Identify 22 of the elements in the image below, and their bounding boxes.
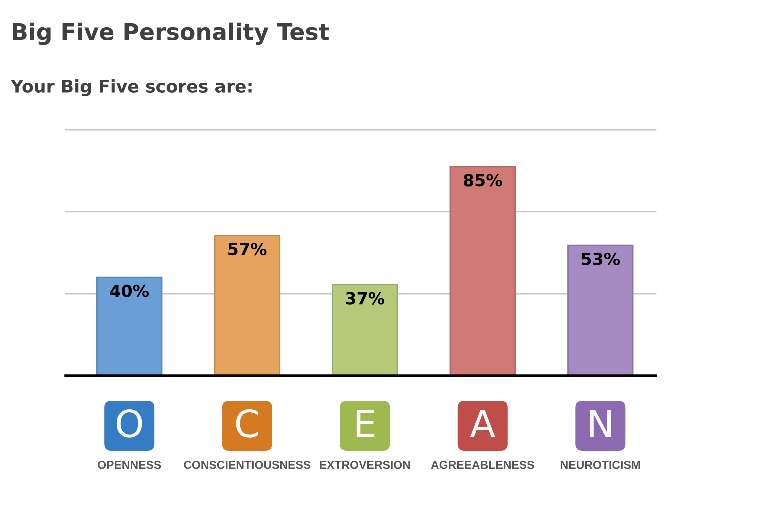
chart-title: Big Five Personality Test — [13, 22, 330, 46]
data-label: 85% — [464, 174, 502, 187]
x-tick-label: EXTROVERSION — [320, 461, 410, 470]
bar — [96, 276, 163, 376]
data-label: 57% — [228, 243, 267, 256]
bar — [450, 166, 516, 376]
text: N — [590, 410, 611, 438]
bar — [332, 284, 398, 376]
chart-subtitle: Your Big Five scores are: — [10, 80, 252, 96]
x-tick-label: OPENNESS — [98, 461, 162, 470]
text: O — [116, 410, 142, 438]
data-label: 37% — [346, 292, 385, 305]
data-label: 40% — [110, 284, 150, 298]
bar — [214, 235, 280, 376]
x-tick-label: NEUROTICISM — [561, 461, 640, 470]
text: A — [470, 410, 496, 438]
x-tick-label: CONSCIENTIOUSNESS — [184, 461, 311, 470]
x-tick-label: AGREEABLENESS — [431, 461, 534, 470]
text: C — [236, 410, 258, 438]
bar — [568, 244, 634, 376]
text: E — [356, 410, 375, 438]
data-label: 53% — [582, 252, 620, 266]
